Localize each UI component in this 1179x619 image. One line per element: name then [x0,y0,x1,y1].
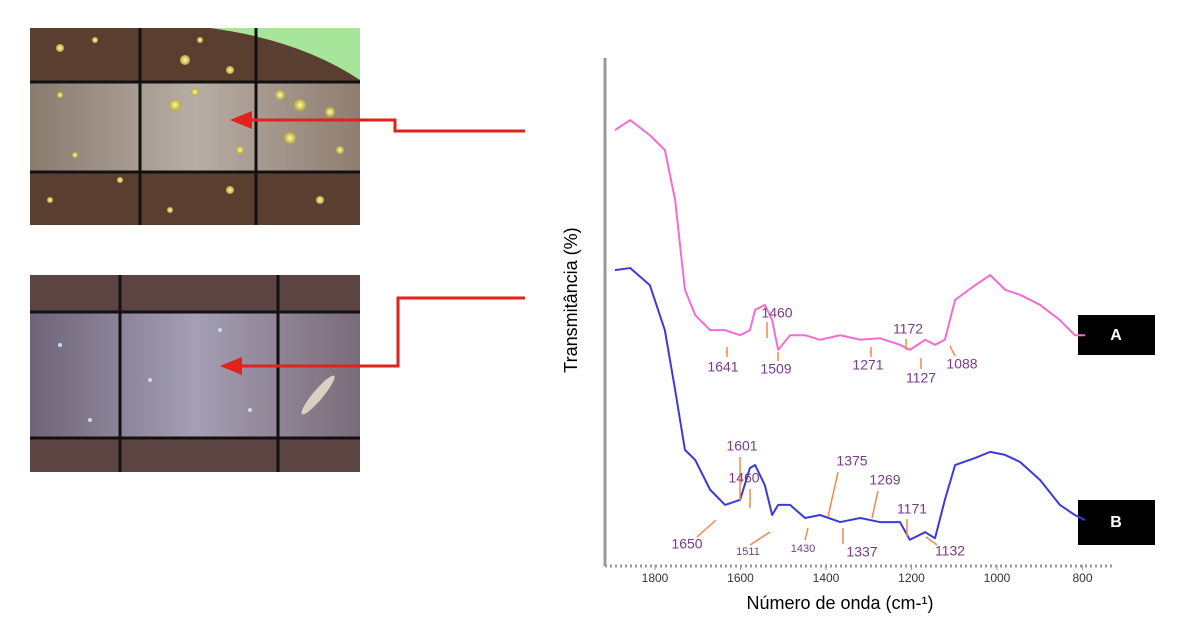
x-axis-label: Número de onda (cm-¹) [746,593,933,613]
spectrum-line [614,119,1086,351]
peak-label: 1269 [869,472,900,488]
arrow [238,118,525,368]
peak-label: 1375 [836,453,867,469]
series-label: A [1110,327,1122,344]
peak-label: 1460 [728,470,759,486]
peak-label: 1601 [726,438,757,454]
series-label-box [1078,315,1155,355]
peak-marker [827,471,839,518]
peak-label: 1641 [707,359,738,375]
peak-label: 1172 [893,321,923,337]
peak-marker [749,531,771,546]
x-tick-label: 1000 [984,571,1011,585]
x-tick-label: 1600 [727,571,754,585]
arrowhead [220,357,242,375]
spectrum-line [614,267,1086,541]
x-tick-label: 1400 [813,571,840,585]
peak-label: 1509 [760,361,791,377]
peak-marker [696,519,717,538]
peak-label: 1337 [846,544,877,560]
micrograph-top [30,28,360,225]
peak-label: 1127 [906,370,936,386]
x-tick-label: 1200 [898,571,925,585]
peak-label: 1171 [897,501,927,517]
y-axis-label: Transmitância (%) [561,227,581,372]
x-tick-label: 800 [1072,571,1092,585]
peak-marker [804,527,809,541]
peak-marker [871,490,879,519]
peak-label: 1430 [791,543,815,555]
x-tick-label: 1800 [642,571,669,585]
peak-label: 1088 [946,356,977,372]
series-label: B [1110,514,1122,531]
series-label-box [1078,500,1155,545]
peak-label: 1132 [935,543,965,559]
peak-label: 1460 [761,305,792,321]
peak-label: 1271 [852,357,883,373]
peak-marker [949,345,956,357]
peak-label: 1650 [671,536,702,552]
peak-marker [925,536,938,546]
peak-label: 1511 [736,546,760,558]
micrograph-bottom [30,275,360,472]
arrowhead [230,111,252,129]
